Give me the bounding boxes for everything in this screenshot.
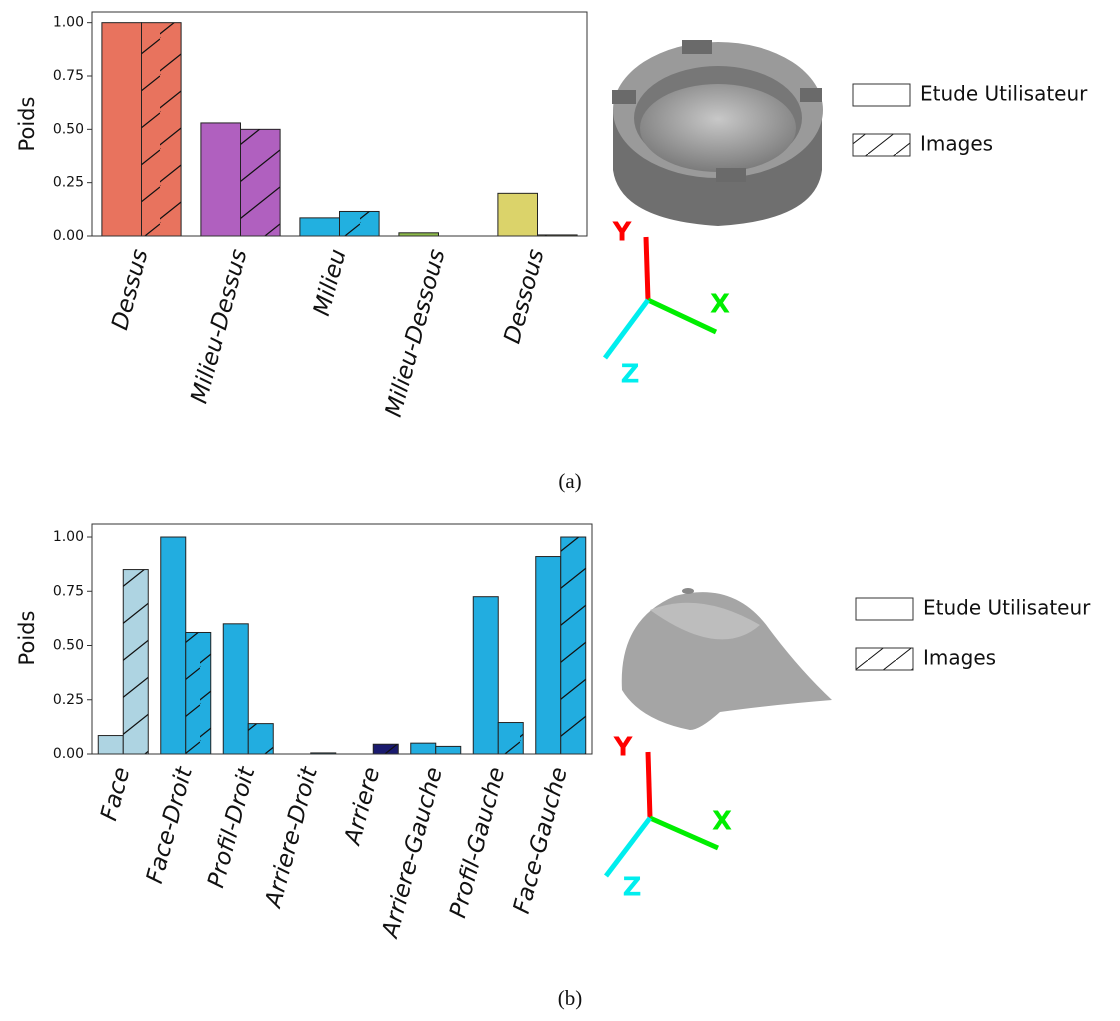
bar	[299, 217, 340, 237]
bar	[160, 536, 187, 755]
y-tick-label: 0.50	[53, 121, 84, 137]
bar-hatch	[310, 752, 336, 754]
y-tick-label: 1.00	[53, 529, 84, 545]
x-tick-label: Face-Gauche	[509, 765, 573, 917]
bar	[472, 596, 499, 755]
y-tick-label: 0.75	[53, 68, 84, 84]
bar	[200, 122, 241, 237]
legend-label: Etude Utilisateur	[923, 596, 1091, 620]
bar	[535, 556, 562, 755]
bar-hatch	[185, 632, 211, 754]
legend-label: Images	[923, 646, 996, 670]
y-tick-label: 0.25	[53, 692, 84, 708]
plot-frame	[91, 523, 593, 755]
bar-hatch	[560, 537, 586, 754]
bar-hatch	[537, 234, 578, 236]
bar-hatch	[141, 22, 182, 236]
x-tick-label: Milieu-Dessus	[186, 246, 252, 406]
bar-hatch	[240, 129, 281, 236]
axis-arrow	[602, 298, 651, 360]
axis-arrow	[646, 297, 718, 335]
y-tick-label: 0.00	[53, 746, 84, 762]
bar-hatch	[248, 723, 274, 754]
axis-name: Z	[623, 873, 642, 903]
bar-hatch	[435, 746, 461, 754]
cap-render	[621, 588, 832, 730]
y-tick-label: 0.50	[53, 638, 84, 654]
x-tick-label: Profil-Droit	[203, 764, 260, 891]
legend-label: Images	[920, 132, 993, 156]
x-tick-label: Profil-Gauche	[445, 765, 510, 921]
axis-arrow	[648, 815, 720, 851]
bar-hatch	[498, 722, 524, 754]
legend-swatch	[852, 83, 911, 107]
axis-arrow	[604, 816, 652, 878]
legend-swatch	[855, 647, 914, 671]
caption: (a)	[558, 469, 581, 493]
y-axis-label: Poids	[15, 611, 39, 666]
x-tick-label: Arriere	[339, 765, 385, 850]
bar	[410, 742, 437, 755]
y-tick-label: 0.75	[53, 583, 84, 599]
axis-name: X	[712, 807, 732, 837]
y-tick-label: 0.25	[53, 175, 84, 191]
bar-hatch	[373, 744, 399, 754]
y-tick-label: 0.00	[53, 228, 84, 244]
x-tick-label: Milieu-Dessous	[381, 246, 451, 419]
x-tick-label: Dessus	[107, 246, 153, 332]
legend-swatch	[852, 133, 911, 157]
legend-swatch	[855, 597, 914, 621]
x-tick-label: Arriere-Gauche	[377, 765, 448, 943]
legend-label: Etude Utilisateur	[920, 82, 1088, 106]
bar	[497, 192, 538, 237]
axis-name: Z	[621, 360, 640, 390]
y-tick-label: 1.00	[53, 15, 84, 31]
y-axis-label: Poids	[15, 97, 39, 152]
x-tick-label: Face	[96, 765, 135, 824]
plot-frame	[91, 11, 588, 237]
axis-name: Y	[612, 218, 633, 248]
bar	[97, 735, 124, 755]
bar	[222, 623, 249, 755]
x-tick-label: Dessous	[499, 246, 549, 346]
bar-hatch	[339, 211, 380, 236]
x-tick-label: Face-Droit	[142, 764, 198, 887]
axis-arrow	[643, 236, 651, 301]
axis-name: X	[710, 290, 730, 320]
caption: (b)	[558, 986, 583, 1010]
bar-hatch	[123, 569, 149, 754]
x-tick-label: Milieu	[309, 247, 352, 319]
bar	[101, 22, 142, 237]
x-tick-label: Arriere-Droit	[260, 764, 323, 912]
axis-name: Y	[613, 733, 634, 763]
ashtray-render	[612, 40, 823, 226]
axis-arrow	[645, 751, 653, 819]
